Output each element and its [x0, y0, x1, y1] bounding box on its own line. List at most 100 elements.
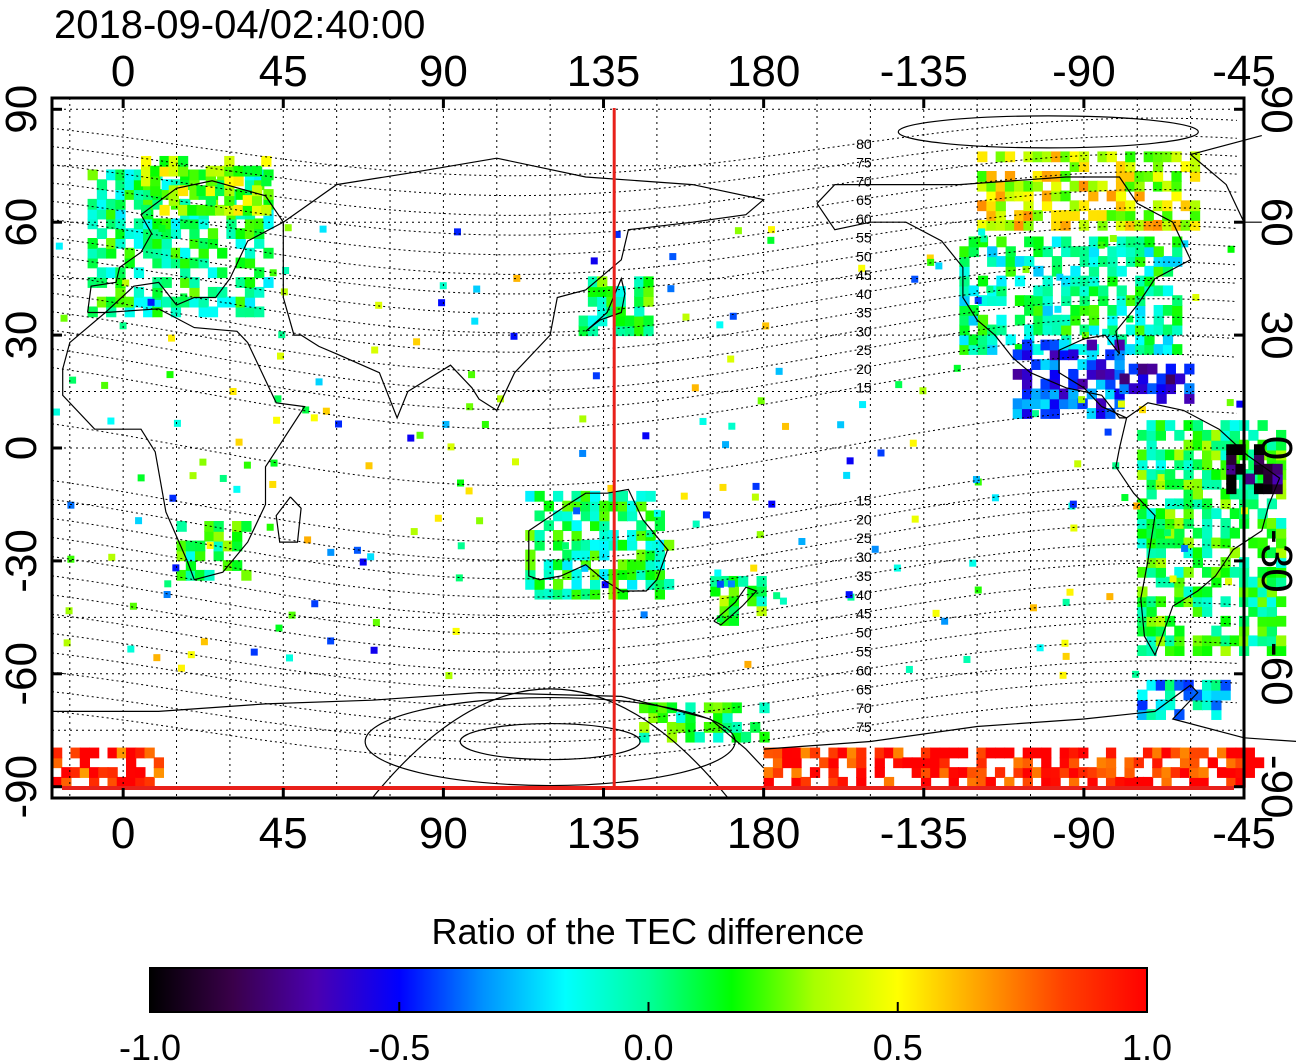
tec-cell: [1162, 334, 1174, 346]
tec-point: [410, 528, 418, 536]
tec-cell: [254, 306, 265, 318]
tec-cell: [1183, 679, 1194, 691]
tec-cell: [1220, 557, 1231, 568]
tec-point: [744, 660, 752, 668]
auroral-oval-south-middle: [364, 696, 736, 787]
tec-cell: [1097, 180, 1108, 192]
tec-cell: [144, 747, 155, 759]
tec-cell: [837, 747, 848, 759]
tec-cell: [685, 731, 696, 743]
tec-cell: [643, 315, 654, 327]
tec-point: [1157, 474, 1165, 482]
tec-cell: [977, 180, 988, 192]
tec-cell: [996, 236, 1007, 248]
tec-cell: [1183, 689, 1194, 701]
tec-cell: [1189, 151, 1201, 163]
tec-cell: [654, 578, 666, 590]
tec-region-antarctica-south: [763, 747, 1265, 788]
tec-cell: [1147, 383, 1158, 395]
tec-cell: [1115, 219, 1127, 231]
tec-cell: [180, 267, 191, 279]
tec-cell: [1248, 576, 1259, 588]
tec-cell: [1155, 625, 1167, 637]
tec-cell: [189, 189, 200, 200]
tec-cell: [571, 500, 582, 512]
tec-cell: [1198, 747, 1209, 759]
tec-cell: [1153, 324, 1164, 336]
tec-cell: [1202, 679, 1213, 691]
tec-cell: [580, 510, 592, 522]
tec-cell: [1023, 219, 1034, 231]
tec-cell: [1095, 378, 1107, 390]
tec-cell: [1114, 359, 1125, 370]
tec-cell: [1183, 586, 1194, 598]
tec-point: [370, 646, 378, 654]
tec-cell: [1012, 408, 1023, 419]
tec-cell: [987, 295, 998, 306]
tec-point: [319, 225, 327, 233]
tec-cell: [1229, 429, 1241, 441]
tec-cell: [1202, 606, 1213, 617]
tec-cell: [261, 175, 272, 187]
tec-cell: [242, 165, 253, 177]
tec-cell: [1146, 527, 1157, 539]
tec-cell: [251, 185, 263, 197]
mlat-label: 15: [856, 493, 872, 509]
tec-point: [909, 439, 917, 447]
tec-cell: [263, 247, 274, 259]
tec-point: [129, 602, 137, 610]
tec-cell: [1088, 314, 1100, 326]
tec-cell: [685, 712, 696, 723]
tec-cell: [791, 757, 802, 769]
tec-cell: [1189, 757, 1200, 769]
tec-cell: [1202, 429, 1213, 441]
tec-cell: [1171, 180, 1182, 192]
tec-point: [935, 262, 943, 270]
tec-cell: [1211, 478, 1222, 490]
tec-cell: [1192, 635, 1204, 647]
top-lon-label: 180: [727, 47, 800, 96]
tec-cell: [1155, 537, 1167, 549]
tec-cell: [1095, 359, 1107, 370]
tec-cell: [1070, 314, 1081, 326]
tec-cell: [617, 539, 629, 551]
tec-cell: [235, 306, 246, 318]
tec-point: [1236, 400, 1244, 408]
tec-cell: [1202, 478, 1213, 490]
tec-cell: [1105, 757, 1117, 769]
tec-cell: [87, 277, 98, 288]
tec-cell: [615, 286, 626, 297]
tec-cell: [597, 315, 608, 327]
tec-point: [250, 648, 258, 656]
tec-cell: [1105, 747, 1117, 759]
tec-cell: [599, 569, 610, 580]
tec-cell: [1162, 200, 1173, 212]
tec-point: [457, 479, 465, 487]
tec-cell: [920, 747, 932, 759]
tec-cell: [1134, 180, 1145, 192]
tec-cell: [244, 247, 256, 259]
tec-cell: [1033, 324, 1044, 336]
tec-cell: [740, 731, 752, 743]
tec-cell: [1202, 498, 1213, 510]
tec-cell: [580, 539, 592, 551]
tec-point: [642, 432, 650, 440]
tec-point: [454, 228, 462, 236]
tec-cell: [1005, 265, 1016, 277]
tec-cell: [543, 588, 554, 600]
tec-cell: [1114, 349, 1125, 361]
tec-cell: [214, 165, 226, 177]
tec-cell: [126, 757, 137, 769]
tec-cell: [977, 334, 989, 346]
tec-cell: [1220, 488, 1231, 500]
tec-cell: [1024, 295, 1035, 306]
tec-cell: [1023, 210, 1034, 221]
tec-cell: [1183, 469, 1194, 480]
tec-point: [768, 500, 776, 508]
tec-point: [775, 367, 783, 375]
tec-cell: [1041, 776, 1052, 788]
tec-cell: [1061, 324, 1072, 336]
tec-cell: [150, 165, 161, 177]
tec-cell: [1202, 508, 1213, 519]
tec-cell: [1146, 635, 1157, 647]
